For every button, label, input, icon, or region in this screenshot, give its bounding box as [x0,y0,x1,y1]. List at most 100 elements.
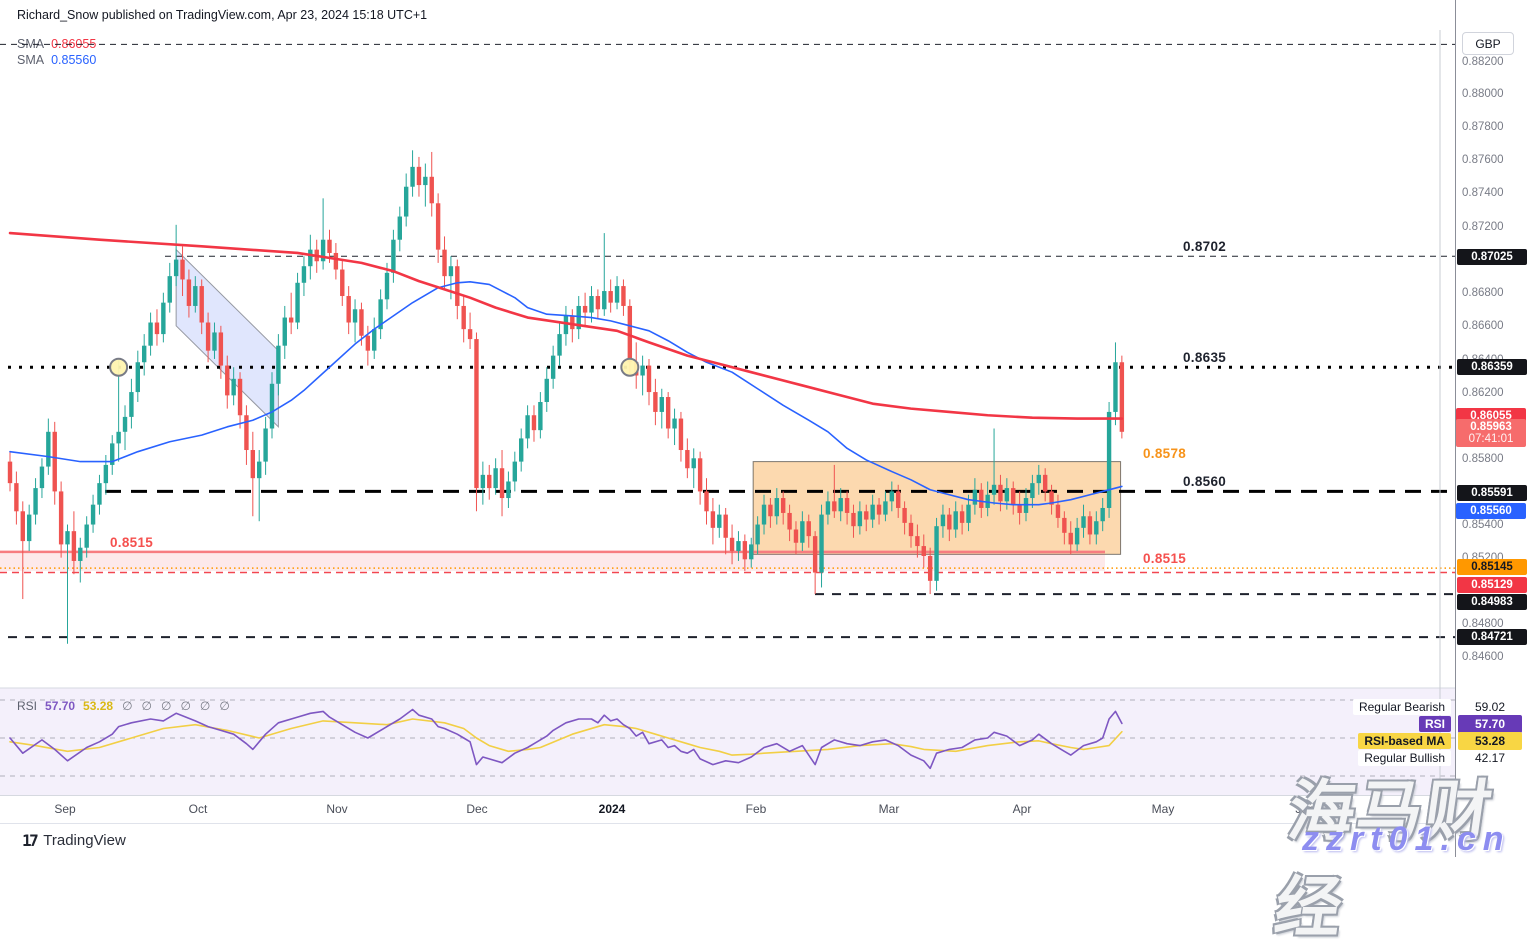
candle-body [429,176,434,204]
candle-body [832,501,837,512]
rsi-value: 57.70 [45,699,76,713]
indicator-disabled-icon[interactable]: ∅ [160,699,172,713]
candle-body [793,529,799,543]
candle-body [333,252,339,270]
candle-body [231,378,236,396]
candle-body [640,365,645,376]
candle-body [659,397,664,412]
indicator-disabled-icon[interactable]: ∅ [199,699,211,713]
candle-body [20,511,25,542]
time-axis-month-label: Sep [54,802,76,816]
sma-slow-line[interactable] [9,280,1123,506]
candle-body [110,443,115,465]
time-axis-month-label: Mar [878,802,900,816]
candle-body [167,276,172,303]
sma-slow-value: 0.85560 [51,53,97,67]
sma-fast-line[interactable] [8,231,1124,420]
support-band[interactable] [0,551,1105,571]
candle-body [889,491,895,502]
candle-body [998,484,1003,502]
candle-body [1023,498,1029,513]
price-chart-canvas[interactable] [0,0,1455,795]
indicator-value-badge: 0.85963 07:41:01 [1456,419,1526,447]
candle-body [953,511,958,530]
candle-body [1119,362,1125,432]
candle-body [1100,507,1105,522]
candle-body [896,491,901,508]
candle-body [442,249,447,277]
price-axis-tick: 0.87600 [1462,154,1504,166]
candle-body [531,415,537,431]
candle-body [205,322,211,351]
candle-body [180,259,185,280]
price-axis-badge: 0.85145 [1457,559,1527,575]
candle-body [979,489,984,508]
time-axis-month-label: Apr [1012,802,1032,816]
rsi-row-value: 53.28 [1458,732,1522,750]
candle-body [493,468,498,489]
candle-body [26,514,32,542]
candle-body [1074,527,1080,545]
indicator-disabled-icon[interactable]: ∅ [219,699,230,713]
candle-body [1106,411,1112,508]
candle-body [506,481,511,499]
sma-slow-label: SMA [17,53,45,67]
candle-body [678,418,684,451]
indicator-value-badge: 0.85560 [1456,503,1526,519]
rsi-legend[interactable]: RSI 57.70 53.28 ∅ ∅ ∅ ∅ ∅ ∅ [17,699,230,713]
candle-body [1017,504,1022,513]
rsi-line[interactable] [9,708,1123,770]
candle-body [499,468,505,499]
time-axis-month-label: Jul [1432,802,1448,816]
candle-body [244,415,249,451]
rsi-name-label: RSI [17,699,38,713]
time-axis-month-label: Dec [466,802,488,816]
candle-body [870,504,875,520]
candle-body [295,282,300,323]
level-touch-marker[interactable] [109,357,129,377]
candle-body [704,491,709,512]
candle-body [487,474,492,489]
tradingview-logo-link[interactable]: 17 TradingView [22,831,126,850]
candle-body [589,296,594,313]
candle-body [148,322,153,346]
rsi-ma-line[interactable] [9,718,1123,756]
indicator-disabled-icon[interactable]: ∅ [122,699,133,713]
disabled-indicator-icons[interactable]: ∅ ∅ ∅ ∅ ∅ ∅ [113,699,230,713]
time-axis[interactable]: Sep Oct Nov Dec 2024 Feb Mar Apr May Jun Jul [0,795,1455,824]
candle-body [352,309,358,323]
indicator-legend: SMA 0.86055 SMA 0.85560 [17,36,103,68]
candle-body [921,546,926,556]
candle-body [519,438,524,462]
candle-body [768,504,773,517]
tradingview-logo-text: TradingView [43,832,126,849]
candle-body [621,286,626,306]
price-level-label: 0.8635 [1183,350,1227,366]
candle-body [1081,516,1086,528]
candle-body [461,305,466,330]
candle-body [653,392,658,412]
candle-body [308,249,313,267]
candle-body [717,514,722,528]
candle-body [154,322,160,335]
candle-body [761,504,767,525]
candle-body [327,239,332,253]
candle-body [448,266,454,277]
candle-body [359,309,364,336]
time-axis-month-label: Jun [1295,802,1315,816]
candle-body [582,305,588,313]
candle-body [1055,504,1061,518]
level-touch-marker[interactable] [620,357,640,377]
sma-slow-legend-row[interactable]: SMA 0.85560 [17,52,103,68]
candle-body [991,484,997,495]
candle-body [282,317,287,346]
indicator-disabled-icon[interactable]: ∅ [180,699,191,713]
time-axis-month-label: Oct [188,802,208,816]
candle-body [1062,517,1067,533]
candle-body [876,504,882,515]
candle-body [212,332,217,351]
indicator-disabled-icon[interactable]: ∅ [141,699,152,713]
currency-toggle-button[interactable]: GBP [1462,32,1514,55]
candle-body [563,315,569,335]
candle-body [864,511,869,520]
